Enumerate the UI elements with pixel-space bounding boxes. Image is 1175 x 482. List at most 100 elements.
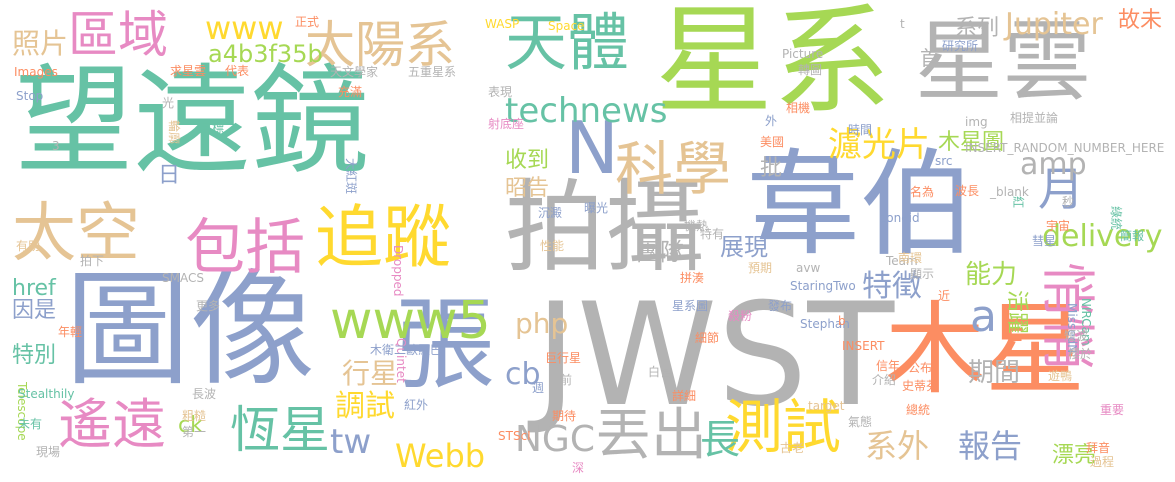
word-102: 美國 <box>760 135 785 149</box>
word-141: 拍下 <box>80 254 105 268</box>
word-103: 曝光 <box>584 201 609 215</box>
word-66: SMACS <box>162 271 204 285</box>
word-42: F <box>1005 322 1025 362</box>
word-80: _blank <box>990 185 1029 199</box>
word-6: 木星 <box>885 291 1085 408</box>
word-161: 重要 <box>1100 403 1125 417</box>
word-15: N <box>565 106 619 190</box>
word-112: 星系圖 <box>672 299 709 313</box>
word-32: 照片 <box>12 27 69 60</box>
word-24: Webb <box>395 437 486 475</box>
word-59: 特別 <box>12 343 57 368</box>
word-60: ck <box>178 413 203 438</box>
word-26: delivery <box>1042 219 1163 254</box>
word-155: 波長 <box>955 184 980 198</box>
word-131: 名為 <box>910 185 935 199</box>
word-54: 系列 <box>955 16 1000 41</box>
word-129: 拜音 <box>1086 441 1111 455</box>
word-86: WASP <box>485 17 520 31</box>
word-94: 光 <box>162 96 175 110</box>
word-40: php <box>515 307 569 340</box>
word-18: 遙遠 <box>58 393 166 456</box>
word-35: 報告 <box>958 427 1023 465</box>
word-27: 月 <box>1038 162 1084 216</box>
word-153: 外 <box>765 114 778 128</box>
word-154: 近 <box>938 289 951 303</box>
word-83: src <box>935 154 953 168</box>
word-29: www <box>205 9 284 47</box>
word-30: a4b3f35b <box>208 40 323 68</box>
word-61: 日 <box>158 163 181 188</box>
word-158: 前 <box>560 373 573 387</box>
word-3: 圖像 <box>65 258 315 403</box>
word-125: 長波 <box>192 387 217 401</box>
word-142: 年輕 <box>58 325 83 339</box>
word-25: NGC <box>515 419 595 460</box>
word-149: 古老 <box>780 441 805 455</box>
word-81: INSERT_RANDOM_NUMBER_HERE <box>965 141 1165 155</box>
word-130: 過程 <box>1090 455 1115 469</box>
word-37: 系外 <box>865 427 930 465</box>
word-115: 巨行星 <box>545 351 582 365</box>
word-114: 木衛二歐羅巴 <box>370 343 443 357</box>
word-108: 預期 <box>748 261 773 275</box>
word-58: 因是 <box>12 298 57 323</box>
word-5: 拍攝 <box>505 169 705 286</box>
word-71: StaringTwo <box>790 279 856 293</box>
word-100: 時間 <box>848 123 873 137</box>
word-87: 正式 <box>295 15 320 29</box>
word-124: 遊鴨 <box>1048 369 1073 383</box>
word-45: 期間 <box>968 358 1021 388</box>
word-1: JWST <box>535 273 895 438</box>
word-85: Space <box>548 19 585 33</box>
word-82: img <box>965 115 988 129</box>
word-133: 彗星 <box>1032 234 1057 248</box>
word-107: 性能 <box>540 239 565 253</box>
word-98: 轉圖 <box>798 63 823 77</box>
word-128: 櫻於 <box>1068 347 1093 361</box>
word-145: 第一 <box>182 425 207 439</box>
word-36: 長 <box>700 417 740 463</box>
word-0: 望遠鏡 <box>15 52 370 190</box>
word-111: 殺粉 <box>728 309 753 323</box>
word-72: Stephan <box>800 317 850 331</box>
word-20: 丟出 <box>595 403 707 468</box>
word-16: 科學 <box>615 135 732 203</box>
word-144: 粗糙 <box>182 409 207 423</box>
word-41: a <box>970 291 997 342</box>
word-13: 包括 <box>185 213 305 283</box>
word-31: Jupiter <box>1005 7 1103 42</box>
word-47: 能力 <box>965 260 1018 290</box>
word-159: 週 <box>532 381 545 395</box>
word-113: 細節 <box>695 331 720 345</box>
word-19: 恆星 <box>230 401 330 459</box>
word-68: Dropped <box>391 245 405 297</box>
word-64: Images <box>14 65 58 79</box>
word-95: 大紅斑 <box>344 158 358 195</box>
word-123: 史蒂芬 <box>902 379 939 393</box>
word-148: 總統 <box>906 403 931 417</box>
word-73: INSERT <box>842 339 885 353</box>
word-137: 顯示 <box>910 267 935 281</box>
word-51: 昭告 <box>505 176 550 201</box>
word-9: 天體 <box>505 6 630 79</box>
word-14: 太空 <box>12 197 140 271</box>
word-44: 行星 <box>342 357 399 390</box>
word-7: 星雲 <box>915 10 1092 113</box>
word-99: 相機 <box>786 101 811 115</box>
word-119: 深 <box>572 461 585 475</box>
word-4: 韋伯 <box>745 138 976 272</box>
word-116: 白宮 <box>648 365 673 379</box>
word-2: 星系 <box>655 0 892 130</box>
word-88: 代表 <box>225 64 250 78</box>
word-77: Team <box>886 254 918 268</box>
word-132: 綠統 <box>1109 206 1123 231</box>
word-46: 活躍 <box>1004 290 1029 335</box>
word-57: href <box>12 276 56 301</box>
word-127: 短波 <box>1064 329 1089 343</box>
word-121: 介紹 <box>872 373 897 387</box>
word-56: 漂亮 <box>1052 443 1097 468</box>
word-21: 測試 <box>725 393 842 461</box>
word-48: 展現 <box>720 233 768 261</box>
word-28: amp <box>1020 147 1087 182</box>
